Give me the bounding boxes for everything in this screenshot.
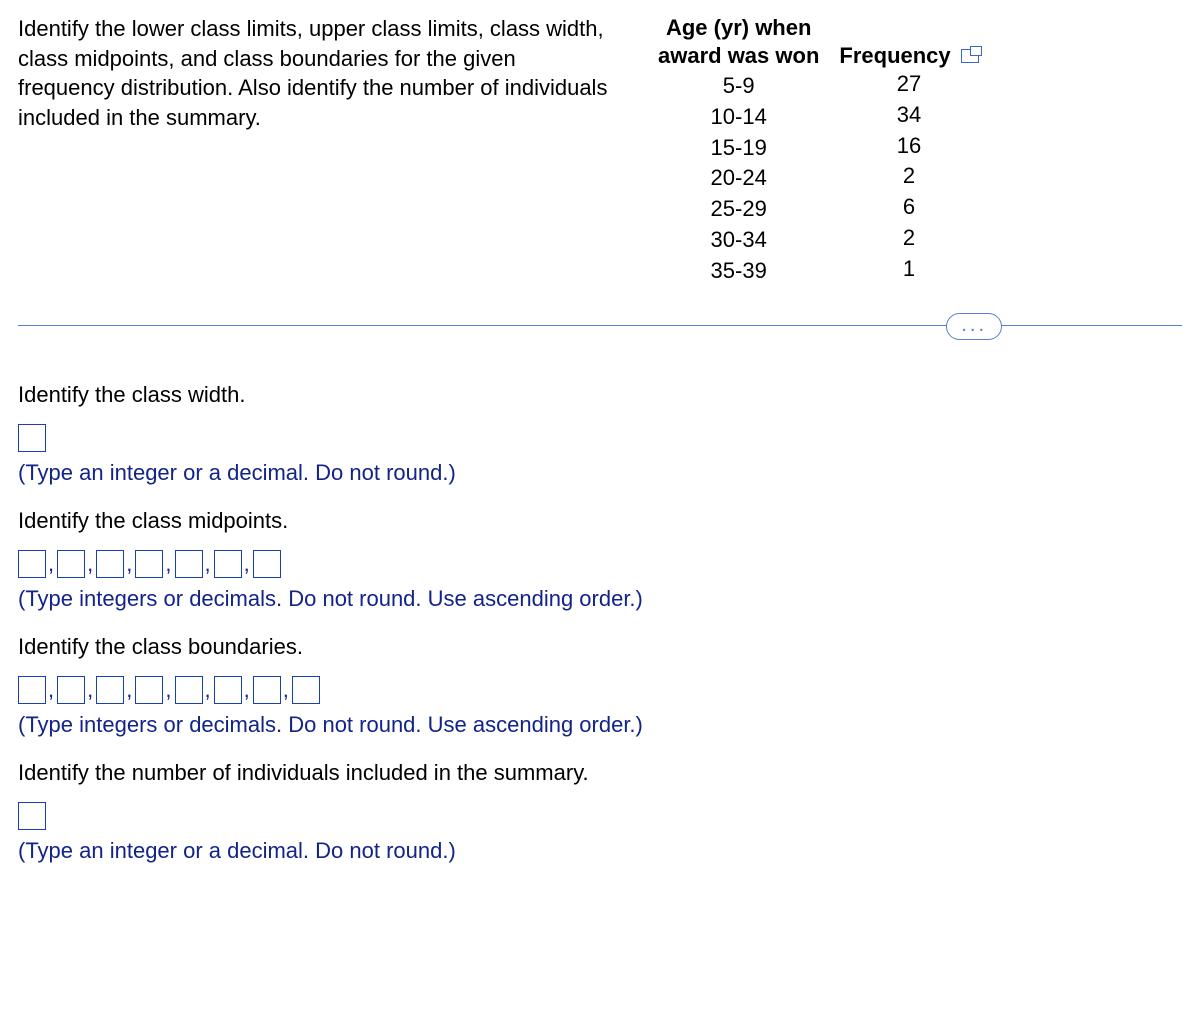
age-cell: 15-19 (711, 133, 767, 164)
q3-answer-box[interactable] (292, 676, 320, 704)
q2-block: Identify the class midpoints.,,,,,, (Type… (18, 508, 1182, 612)
age-cell: 35-39 (711, 256, 767, 287)
q3-answer-box[interactable] (18, 676, 46, 704)
q2-answer-box[interactable] (253, 550, 281, 578)
q2-answer-box[interactable] (135, 550, 163, 578)
q2-answer-box[interactable] (57, 550, 85, 578)
frequency-column-header: Frequency (839, 43, 950, 68)
q2-hint: (Type integers or decimals. Do not round… (18, 586, 1182, 612)
q3-answer-box[interactable] (253, 676, 281, 704)
separator-comma: , (283, 677, 289, 704)
q3-answer-box[interactable] (135, 676, 163, 704)
q2-answer-box[interactable] (96, 550, 124, 578)
q3-input-row: ,,,,,,, (18, 676, 1182, 704)
frequency-table: Age (yr) when award was won 5-910-1415-1… (658, 14, 979, 287)
q2-answer-box[interactable] (175, 550, 203, 578)
separator-comma: , (165, 677, 171, 704)
q1-answer-box[interactable] (18, 424, 46, 452)
frequency-cell: 27 (897, 69, 921, 100)
problem-instructions: Identify the lower class limits, upper c… (18, 14, 618, 133)
separator-comma: , (205, 677, 211, 704)
frequency-cell: 1 (897, 254, 921, 285)
age-header-line1: Age (yr) when (666, 15, 811, 40)
q1-prompt: Identify the class width. (18, 382, 1182, 408)
frequency-cell: 2 (897, 223, 921, 254)
separator-comma: , (165, 551, 171, 578)
separator-comma: , (87, 677, 93, 704)
separator-comma: , (244, 677, 250, 704)
frequency-cell: 6 (897, 192, 921, 223)
q3-answer-box[interactable] (96, 676, 124, 704)
separator-comma: , (48, 677, 54, 704)
separator-comma: , (205, 551, 211, 578)
age-cell: 20-24 (711, 163, 767, 194)
q3-answer-box[interactable] (57, 676, 85, 704)
q4-answer-box[interactable] (18, 802, 46, 830)
q4-block: Identify the number of individuals inclu… (18, 760, 1182, 864)
age-cell: 25-29 (711, 194, 767, 225)
q2-prompt: Identify the class midpoints. (18, 508, 1182, 534)
frequency-header-row: X Frequency (839, 14, 978, 69)
top-section: Identify the lower class limits, upper c… (18, 14, 1182, 287)
separator-comma: , (126, 677, 132, 704)
q2-answer-box[interactable] (214, 550, 242, 578)
expand-pill[interactable]: ... (946, 313, 1002, 340)
q4-prompt: Identify the number of individuals inclu… (18, 760, 1182, 786)
age-header-line2: award was won (658, 43, 819, 68)
q3-answer-box[interactable] (214, 676, 242, 704)
q4-input-row (18, 802, 1182, 830)
section-divider: ... (18, 325, 1182, 326)
age-cell: 10-14 (711, 102, 767, 133)
divider-line (18, 325, 1182, 326)
age-cell: 5-9 (711, 71, 767, 102)
frequency-cell: 2 (897, 161, 921, 192)
separator-comma: , (87, 551, 93, 578)
q4-hint: (Type an integer or a decimal. Do not ro… (18, 838, 1182, 864)
q3-block: Identify the class boundaries.,,,,,,, (Ty… (18, 634, 1182, 738)
q3-hint: (Type integers or decimals. Do not round… (18, 712, 1182, 738)
age-column: Age (yr) when award was won 5-910-1415-1… (658, 14, 819, 287)
q1-block: Identify the class width. (Type an intege… (18, 382, 1182, 486)
separator-comma: , (48, 551, 54, 578)
frequency-cell: 34 (897, 100, 921, 131)
popup-icon[interactable] (961, 49, 979, 63)
age-cell: 30-34 (711, 225, 767, 256)
separator-comma: , (244, 551, 250, 578)
q1-input-row (18, 424, 1182, 452)
age-column-header: Age (yr) when award was won (658, 14, 819, 69)
frequency-cell: 16 (897, 131, 921, 162)
q2-answer-box[interactable] (18, 550, 46, 578)
q1-hint: (Type an integer or a decimal. Do not ro… (18, 460, 1182, 486)
separator-comma: , (126, 551, 132, 578)
frequency-column: X Frequency 2734162621 (839, 14, 978, 287)
q2-input-row: ,,,,,, (18, 550, 1182, 578)
q3-answer-box[interactable] (175, 676, 203, 704)
q3-prompt: Identify the class boundaries. (18, 634, 1182, 660)
